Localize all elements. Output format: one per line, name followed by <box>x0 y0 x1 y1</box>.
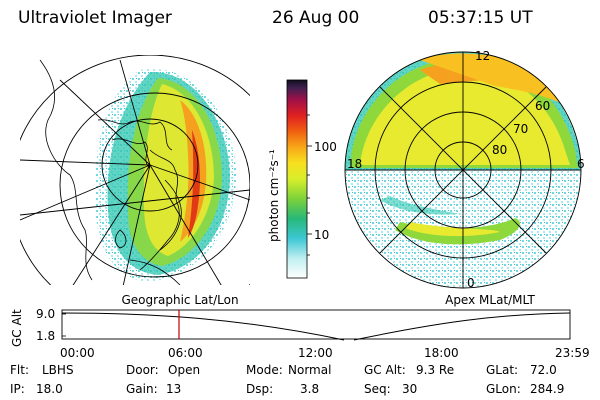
gain-label: Gain: <box>126 382 158 396</box>
mlat-label-70: 70 <box>513 122 528 136</box>
mlat-label-60: 60 <box>535 99 550 113</box>
gc-alt-y-ticks <box>62 313 66 337</box>
seq-value: 30 <box>402 382 418 396</box>
dsp-value: 3.8 <box>300 382 320 396</box>
time-tick-1800: 18:00 <box>424 346 459 360</box>
colorbar-ticks <box>307 114 312 256</box>
gc-alt-axis-label: GC Alt <box>10 309 24 347</box>
mlt-label-0: 0 <box>467 276 475 290</box>
ip-value: 18.0 <box>36 382 63 396</box>
observation-time: 05:37:15 UT <box>428 8 533 28</box>
geographic-panel <box>20 55 250 285</box>
colorbar-tick-100: 100 <box>314 140 337 154</box>
mlat-label-80: 80 <box>492 143 507 157</box>
aurora-oval-bright <box>180 100 207 242</box>
right-panel-caption: Apex MLat/MLT <box>445 293 535 307</box>
coastlines <box>39 59 182 285</box>
mode-value: Normal <box>288 363 332 377</box>
mlt-label-6: 6 <box>577 157 585 171</box>
colorbar-gradient <box>286 79 308 279</box>
colorbar-tick-10: 10 <box>314 228 329 242</box>
time-tick-1200: 12:00 <box>298 346 333 360</box>
left-panel-caption: Geographic Lat/Lon <box>121 293 238 307</box>
colorbar-unit-label: photon cm⁻²s⁻¹ <box>267 149 281 242</box>
door-value: Open <box>168 363 201 377</box>
door-label: Door: <box>126 363 159 377</box>
time-tick-0000: 00:00 <box>60 346 95 360</box>
gain-value: 13 <box>166 382 182 396</box>
instrument-title: Ultraviolet Imager <box>18 8 172 28</box>
seq-label: Seq: <box>364 382 391 396</box>
ip-label: IP: <box>10 382 25 396</box>
mlt-label-12: 12 <box>475 49 490 63</box>
geographic-grid <box>20 55 250 285</box>
filter-label: Flt: <box>10 363 29 377</box>
glat-value: 72.0 <box>530 363 557 377</box>
glon-value: 284.9 <box>530 382 565 396</box>
geographic-meridian-line <box>20 189 250 216</box>
gc-alt-value: 9.3 Re <box>416 363 455 377</box>
mlt-label-18: 18 <box>347 157 362 171</box>
time-tick-2359: 23:59 <box>555 346 590 360</box>
gc-alt-tick-9: 9.0 <box>36 307 55 321</box>
apex-grid <box>344 51 582 289</box>
filter-value: LBHS <box>42 363 74 377</box>
time-tick-0600: 06:00 <box>168 346 203 360</box>
gc-alt-plot-frame <box>61 309 571 340</box>
gc-alt-label: GC Alt: <box>364 363 406 377</box>
observation-date: 26 Aug 00 <box>272 8 360 28</box>
dsp-label: Dsp: <box>246 382 274 396</box>
glon-label: GLon: <box>486 382 521 396</box>
gc-alt-curve <box>61 312 571 341</box>
mode-label: Mode: <box>246 363 283 377</box>
glat-label: GLat: <box>486 363 519 377</box>
gc-alt-tick-1-8: 1.8 <box>36 329 55 343</box>
